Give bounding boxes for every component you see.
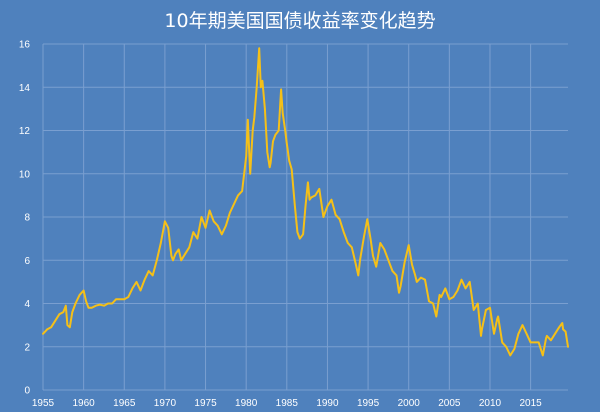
x-tick-label: 1965 bbox=[113, 398, 136, 409]
x-tick-label: 1985 bbox=[276, 398, 299, 409]
y-tick-label: 0 bbox=[24, 386, 30, 397]
x-tick-label: 1975 bbox=[194, 398, 217, 409]
x-tick-label: 1960 bbox=[73, 398, 96, 409]
x-tick-label: 1955 bbox=[32, 398, 55, 409]
series-group bbox=[42, 47, 569, 357]
x-tick-label: 2010 bbox=[479, 398, 502, 409]
y-tick-label: 14 bbox=[19, 83, 31, 94]
x-tick-label: 1995 bbox=[357, 398, 380, 409]
series-line bbox=[42, 47, 569, 357]
y-tick-label: 16 bbox=[19, 40, 31, 51]
x-tick-label: 2015 bbox=[519, 398, 542, 409]
gridlines bbox=[42, 43, 568, 391]
y-tick-label: 4 bbox=[24, 299, 30, 310]
x-tick-label: 1990 bbox=[316, 398, 339, 409]
x-tick-label: 1980 bbox=[235, 398, 258, 409]
y-tick-label: 8 bbox=[24, 213, 30, 224]
x-tick-label: 1970 bbox=[154, 398, 177, 409]
y-axis-tick-labels: 0 2 4 6 8 10 12 14 16 bbox=[19, 40, 31, 397]
x-tick-label: 2000 bbox=[398, 398, 421, 409]
y-tick-label: 12 bbox=[19, 126, 31, 137]
y-tick-label: 10 bbox=[19, 169, 31, 180]
x-axis-tick-labels: 1955 1960 1965 1970 1975 1980 1985 1990 1995 2000… bbox=[32, 398, 542, 409]
chart-title: 10年期美国国债收益率变化趋势 bbox=[164, 10, 435, 32]
x-tick-label: 2005 bbox=[438, 398, 461, 409]
y-tick-label: 6 bbox=[24, 256, 30, 267]
y-tick-label: 2 bbox=[24, 342, 30, 353]
